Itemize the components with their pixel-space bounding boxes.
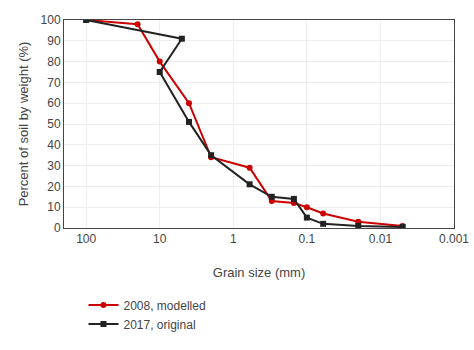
svg-text:100: 100 (76, 232, 96, 246)
svg-text:10: 10 (47, 200, 61, 214)
svg-text:1: 1 (230, 232, 237, 246)
svg-text:0.001: 0.001 (439, 232, 469, 246)
svg-text:2008, modelled: 2008, modelled (124, 299, 206, 313)
svg-text:0.1: 0.1 (299, 232, 316, 246)
svg-text:90: 90 (47, 34, 61, 48)
svg-text:50: 50 (47, 117, 61, 131)
svg-text:2017, original: 2017, original (124, 318, 196, 332)
svg-text:0: 0 (54, 221, 61, 235)
svg-text:40: 40 (47, 138, 61, 152)
svg-text:20: 20 (47, 180, 61, 194)
svg-text:Percent of soil by weight (%): Percent of soil by weight (%) (16, 42, 31, 207)
svg-text:80: 80 (47, 55, 61, 69)
svg-text:60: 60 (47, 96, 61, 110)
svg-text:100: 100 (41, 13, 61, 27)
svg-text:0.01: 0.01 (369, 232, 393, 246)
svg-text:Grain size (mm): Grain size (mm) (213, 265, 305, 280)
svg-text:30: 30 (47, 159, 61, 173)
svg-text:70: 70 (47, 76, 61, 90)
svg-text:10: 10 (153, 232, 167, 246)
